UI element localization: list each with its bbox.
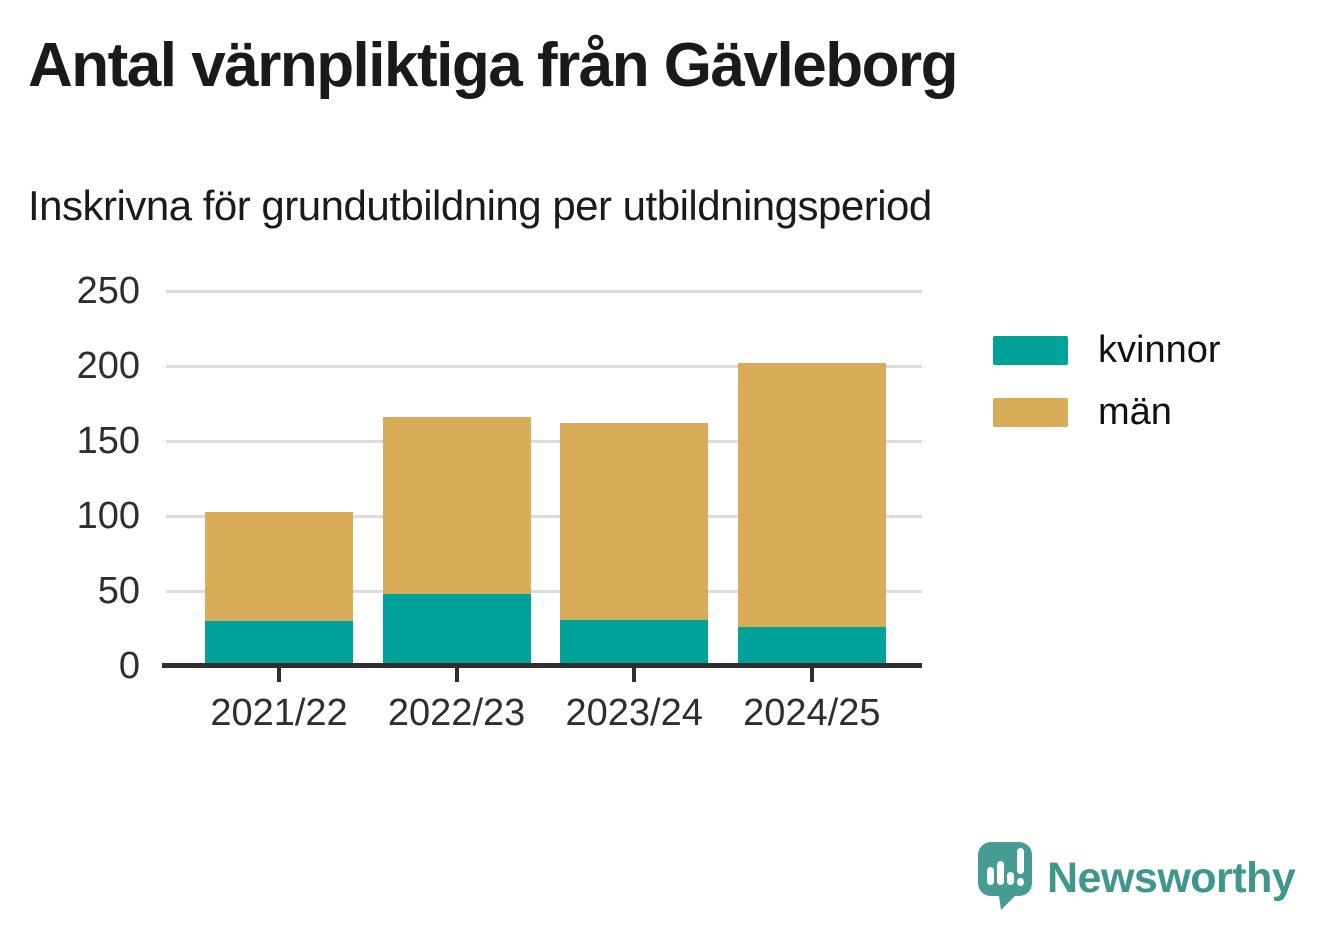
x-tick-2022/23 xyxy=(454,668,459,682)
chart-title: Antal värnpliktiga från Gävleborg xyxy=(28,31,958,100)
x-tick-2023/24 xyxy=(632,668,637,682)
gridline-250 xyxy=(166,289,922,293)
y-tick-label-150: 150 xyxy=(76,420,140,462)
legend-label-kvinnor: kvinnor xyxy=(1098,329,1221,371)
newsworthy-logo-icon xyxy=(977,841,1033,916)
gridline-150 xyxy=(166,439,922,443)
bar-segment-kvinnor-2023/24 xyxy=(560,619,709,666)
legend: kvinnor män xyxy=(993,331,1221,455)
bar-segment-kvinnor-2022/23 xyxy=(382,594,531,666)
x-tick-2021/22 xyxy=(277,668,281,682)
y-tick-label-200: 200 xyxy=(76,345,140,387)
legend-item-kvinnor: kvinnor xyxy=(993,331,1221,369)
x-tick-label-2021/22: 2021/22 xyxy=(210,692,348,734)
chart-subtitle: Inskrivna för grundutbildning per utbild… xyxy=(28,182,932,229)
brand-footer: Newsworthy xyxy=(977,841,1296,916)
bar-segment-män-2021/22 xyxy=(205,511,353,621)
x-tick-label-2024/25: 2024/25 xyxy=(743,692,881,734)
x-tick-label-2022/23: 2022/23 xyxy=(387,692,526,734)
bar-segment-kvinnor-2024/25 xyxy=(737,627,886,666)
x-axis-line xyxy=(162,663,922,668)
legend-label-män: män xyxy=(1098,391,1172,433)
brand-name: Newsworthy xyxy=(1047,854,1296,902)
legend-swatch-kvinnor xyxy=(993,335,1068,365)
x-tick-2024/25 xyxy=(809,668,814,682)
gridline-50 xyxy=(166,589,922,593)
bar-segment-män-2022/23 xyxy=(382,417,531,594)
bar-segment-kvinnor-2021/22 xyxy=(205,621,353,666)
legend-swatch-män xyxy=(993,397,1068,427)
gridline-100 xyxy=(166,514,922,518)
y-tick-label-50: 50 xyxy=(97,570,140,612)
gridline-200 xyxy=(166,364,922,368)
legend-item-män: män xyxy=(993,393,1221,431)
bar-segment-män-2024/25 xyxy=(737,363,886,627)
bar-segment-män-2023/24 xyxy=(560,423,709,620)
y-tick-label-0: 0 xyxy=(118,645,140,687)
x-tick-label-2023/24: 2023/24 xyxy=(565,692,703,734)
y-tick-label-250: 250 xyxy=(76,270,140,312)
y-tick-label-100: 100 xyxy=(76,495,140,537)
